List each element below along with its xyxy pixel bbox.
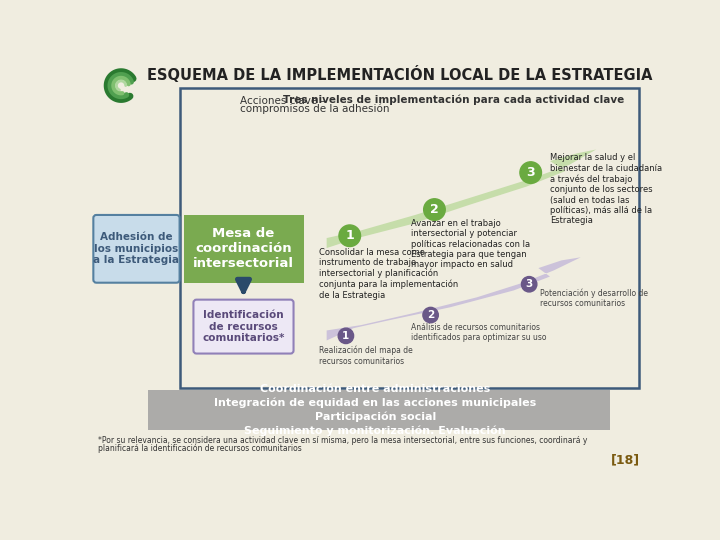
Text: Coordinación entre administraciones
Integración de equidad en las acciones munic: Coordinación entre administraciones Inte…: [214, 384, 536, 436]
Text: Identificación
de recursos
comunitarios*: Identificación de recursos comunitarios*: [202, 310, 284, 343]
Circle shape: [339, 225, 361, 247]
Text: *Por su relevancia, se considera una actividad clave en sí misma, pero la mesa i: *Por su relevancia, se considera una act…: [98, 436, 588, 445]
Text: Potenciación y desarrollo de
recursos comunitarios: Potenciación y desarrollo de recursos co…: [540, 288, 648, 308]
Text: Acciones clave –: Acciones clave –: [240, 96, 325, 106]
Circle shape: [423, 307, 438, 323]
Circle shape: [520, 162, 541, 184]
Text: 2: 2: [430, 203, 438, 216]
Bar: [180, 88, 639, 388]
Text: Avanzar en el trabajo
intersectorial y potenciar
políticas relacionadas con la
E: Avanzar en el trabajo intersectorial y p…: [411, 219, 531, 269]
Text: 2: 2: [427, 310, 434, 320]
PathPatch shape: [327, 150, 596, 248]
Text: compromisos de la adhesión: compromisos de la adhesión: [240, 103, 389, 114]
PathPatch shape: [327, 257, 581, 340]
Text: Mejorar la salud y el
bienestar de la ciudadanía
a través del trabajo
conjunto d: Mejorar la salud y el bienestar de la ci…: [550, 153, 662, 225]
Circle shape: [338, 328, 354, 343]
Text: Mesa de
coordinación
intersectorial: Mesa de coordinación intersectorial: [193, 227, 294, 271]
Bar: [184, 215, 304, 283]
Text: planificará la identificación de recursos comunitarios: planificará la identificación de recurso…: [98, 444, 302, 453]
Text: ESQUEMA DE LA IMPLEMENTACIÓN LOCAL DE LA ESTRATEGIA: ESQUEMA DE LA IMPLEMENTACIÓN LOCAL DE LA…: [147, 66, 652, 83]
Text: [18]: [18]: [611, 454, 640, 467]
Text: Consolidar la mesa como
instrumento de trabajo
intersectorial y planificación
co: Consolidar la mesa como instrumento de t…: [319, 248, 458, 300]
Text: 1: 1: [346, 230, 354, 242]
FancyBboxPatch shape: [94, 215, 179, 283]
PathPatch shape: [134, 390, 150, 410]
Text: Análisis de recursos comunitarios
identificados para optimizar su uso: Análisis de recursos comunitarios identi…: [411, 323, 547, 342]
Circle shape: [423, 199, 445, 220]
Text: Adhesión de
los municipios
a la Estrategia: Adhesión de los municipios a la Estrateg…: [94, 232, 179, 266]
Text: Realización del mapa de
recursos comunitarios: Realización del mapa de recursos comunit…: [319, 346, 413, 366]
Text: 1: 1: [342, 331, 349, 341]
Bar: [148, 390, 610, 430]
Circle shape: [521, 276, 537, 292]
FancyBboxPatch shape: [194, 300, 294, 354]
Text: Tres niveles de implementación para cada actividad clave: Tres niveles de implementación para cada…: [283, 94, 624, 105]
PathPatch shape: [610, 390, 633, 410]
Text: 3: 3: [526, 166, 535, 179]
Text: 3: 3: [526, 279, 533, 289]
